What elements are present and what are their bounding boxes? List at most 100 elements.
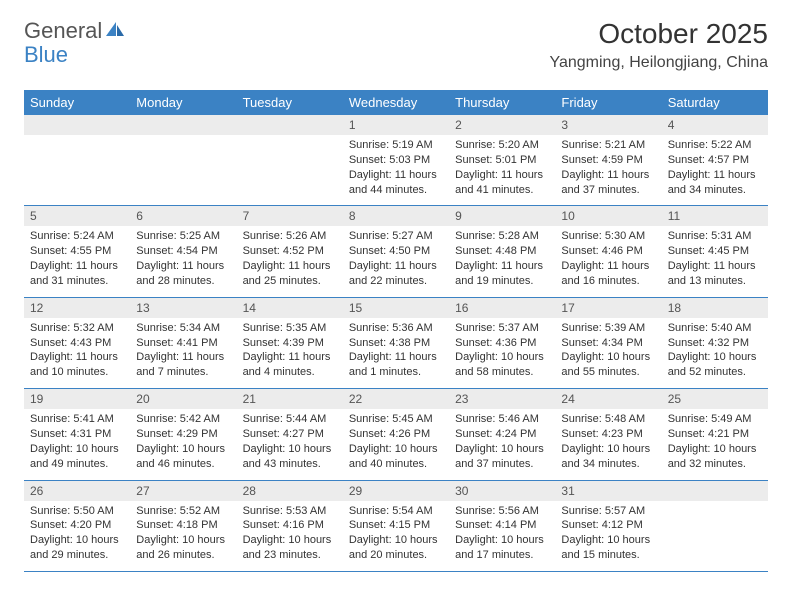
calendar: Sunday Monday Tuesday Wednesday Thursday… <box>24 90 768 572</box>
day-cell: 15Sunrise: 5:36 AMSunset: 4:38 PMDayligh… <box>343 297 449 388</box>
day-info: Sunrise: 5:56 AMSunset: 4:14 PMDaylight:… <box>449 501 555 571</box>
week-row: 12Sunrise: 5:32 AMSunset: 4:43 PMDayligh… <box>24 297 768 388</box>
week-row: 26Sunrise: 5:50 AMSunset: 4:20 PMDayligh… <box>24 480 768 571</box>
day-number-empty <box>130 115 236 135</box>
day-number: 4 <box>662 115 768 135</box>
day-number: 3 <box>555 115 661 135</box>
day-info: Sunrise: 5:44 AMSunset: 4:27 PMDaylight:… <box>237 409 343 479</box>
month-title: October 2025 <box>549 18 768 50</box>
day-info: Sunrise: 5:26 AMSunset: 4:52 PMDaylight:… <box>237 226 343 296</box>
day-cell: 1Sunrise: 5:19 AMSunset: 5:03 PMDaylight… <box>343 115 449 206</box>
day-cell: 13Sunrise: 5:34 AMSunset: 4:41 PMDayligh… <box>130 297 236 388</box>
title-block: October 2025 Yangming, Heilongjiang, Chi… <box>549 18 768 72</box>
day-info: Sunrise: 5:21 AMSunset: 4:59 PMDaylight:… <box>555 135 661 205</box>
day-cell: 3Sunrise: 5:21 AMSunset: 4:59 PMDaylight… <box>555 115 661 206</box>
day-number: 20 <box>130 389 236 409</box>
day-info: Sunrise: 5:54 AMSunset: 4:15 PMDaylight:… <box>343 501 449 571</box>
day-cell: 7Sunrise: 5:26 AMSunset: 4:52 PMDaylight… <box>237 206 343 297</box>
day-info: Sunrise: 5:20 AMSunset: 5:01 PMDaylight:… <box>449 135 555 205</box>
day-number: 27 <box>130 481 236 501</box>
day-info: Sunrise: 5:25 AMSunset: 4:54 PMDaylight:… <box>130 226 236 296</box>
day-info-empty <box>130 135 236 183</box>
day-cell: 17Sunrise: 5:39 AMSunset: 4:34 PMDayligh… <box>555 297 661 388</box>
day-cell: 19Sunrise: 5:41 AMSunset: 4:31 PMDayligh… <box>24 389 130 480</box>
day-info: Sunrise: 5:22 AMSunset: 4:57 PMDaylight:… <box>662 135 768 205</box>
day-info: Sunrise: 5:50 AMSunset: 4:20 PMDaylight:… <box>24 501 130 571</box>
day-cell: 11Sunrise: 5:31 AMSunset: 4:45 PMDayligh… <box>662 206 768 297</box>
day-number: 5 <box>24 206 130 226</box>
day-number: 25 <box>662 389 768 409</box>
day-cell: 21Sunrise: 5:44 AMSunset: 4:27 PMDayligh… <box>237 389 343 480</box>
day-info: Sunrise: 5:31 AMSunset: 4:45 PMDaylight:… <box>662 226 768 296</box>
day-number: 11 <box>662 206 768 226</box>
day-number: 16 <box>449 298 555 318</box>
day-cell: 5Sunrise: 5:24 AMSunset: 4:55 PMDaylight… <box>24 206 130 297</box>
day-cell: 10Sunrise: 5:30 AMSunset: 4:46 PMDayligh… <box>555 206 661 297</box>
day-info: Sunrise: 5:36 AMSunset: 4:38 PMDaylight:… <box>343 318 449 388</box>
day-number: 2 <box>449 115 555 135</box>
day-number: 24 <box>555 389 661 409</box>
day-info: Sunrise: 5:27 AMSunset: 4:50 PMDaylight:… <box>343 226 449 296</box>
day-number: 6 <box>130 206 236 226</box>
day-info: Sunrise: 5:30 AMSunset: 4:46 PMDaylight:… <box>555 226 661 296</box>
logo-text-general: General <box>24 18 102 44</box>
day-number: 22 <box>343 389 449 409</box>
day-number-empty <box>662 481 768 501</box>
day-cell: 4Sunrise: 5:22 AMSunset: 4:57 PMDaylight… <box>662 115 768 206</box>
day-cell: 16Sunrise: 5:37 AMSunset: 4:36 PMDayligh… <box>449 297 555 388</box>
week-row: 5Sunrise: 5:24 AMSunset: 4:55 PMDaylight… <box>24 206 768 297</box>
day-number: 26 <box>24 481 130 501</box>
day-cell <box>130 115 236 206</box>
day-info: Sunrise: 5:39 AMSunset: 4:34 PMDaylight:… <box>555 318 661 388</box>
day-cell: 18Sunrise: 5:40 AMSunset: 4:32 PMDayligh… <box>662 297 768 388</box>
day-info: Sunrise: 5:40 AMSunset: 4:32 PMDaylight:… <box>662 318 768 388</box>
day-cell: 27Sunrise: 5:52 AMSunset: 4:18 PMDayligh… <box>130 480 236 571</box>
day-cell: 29Sunrise: 5:54 AMSunset: 4:15 PMDayligh… <box>343 480 449 571</box>
day-cell: 30Sunrise: 5:56 AMSunset: 4:14 PMDayligh… <box>449 480 555 571</box>
logo-text-blue: Blue <box>24 42 68 68</box>
day-info: Sunrise: 5:34 AMSunset: 4:41 PMDaylight:… <box>130 318 236 388</box>
day-info: Sunrise: 5:28 AMSunset: 4:48 PMDaylight:… <box>449 226 555 296</box>
day-info: Sunrise: 5:35 AMSunset: 4:39 PMDaylight:… <box>237 318 343 388</box>
day-header: Thursday <box>449 90 555 115</box>
day-number: 21 <box>237 389 343 409</box>
header: General October 2025 Yangming, Heilongji… <box>24 18 768 72</box>
day-header: Sunday <box>24 90 130 115</box>
day-number: 18 <box>662 298 768 318</box>
day-header: Tuesday <box>237 90 343 115</box>
day-cell: 12Sunrise: 5:32 AMSunset: 4:43 PMDayligh… <box>24 297 130 388</box>
day-cell: 28Sunrise: 5:53 AMSunset: 4:16 PMDayligh… <box>237 480 343 571</box>
week-row: 1Sunrise: 5:19 AMSunset: 5:03 PMDaylight… <box>24 115 768 206</box>
day-number-empty <box>237 115 343 135</box>
day-info: Sunrise: 5:53 AMSunset: 4:16 PMDaylight:… <box>237 501 343 571</box>
day-header-row: Sunday Monday Tuesday Wednesday Thursday… <box>24 90 768 115</box>
day-number: 14 <box>237 298 343 318</box>
week-row: 19Sunrise: 5:41 AMSunset: 4:31 PMDayligh… <box>24 389 768 480</box>
day-info: Sunrise: 5:48 AMSunset: 4:23 PMDaylight:… <box>555 409 661 479</box>
day-number: 28 <box>237 481 343 501</box>
day-number: 12 <box>24 298 130 318</box>
day-number: 13 <box>130 298 236 318</box>
day-header: Wednesday <box>343 90 449 115</box>
day-number: 10 <box>555 206 661 226</box>
day-info: Sunrise: 5:57 AMSunset: 4:12 PMDaylight:… <box>555 501 661 571</box>
day-info: Sunrise: 5:32 AMSunset: 4:43 PMDaylight:… <box>24 318 130 388</box>
day-info: Sunrise: 5:42 AMSunset: 4:29 PMDaylight:… <box>130 409 236 479</box>
day-info: Sunrise: 5:49 AMSunset: 4:21 PMDaylight:… <box>662 409 768 479</box>
day-number: 31 <box>555 481 661 501</box>
day-number: 8 <box>343 206 449 226</box>
day-number: 9 <box>449 206 555 226</box>
day-number-empty <box>24 115 130 135</box>
day-cell: 6Sunrise: 5:25 AMSunset: 4:54 PMDaylight… <box>130 206 236 297</box>
day-cell: 14Sunrise: 5:35 AMSunset: 4:39 PMDayligh… <box>237 297 343 388</box>
day-cell: 23Sunrise: 5:46 AMSunset: 4:24 PMDayligh… <box>449 389 555 480</box>
day-info: Sunrise: 5:37 AMSunset: 4:36 PMDaylight:… <box>449 318 555 388</box>
day-info-empty <box>237 135 343 183</box>
day-header: Friday <box>555 90 661 115</box>
day-number: 23 <box>449 389 555 409</box>
day-cell: 24Sunrise: 5:48 AMSunset: 4:23 PMDayligh… <box>555 389 661 480</box>
calendar-body: 1Sunrise: 5:19 AMSunset: 5:03 PMDaylight… <box>24 115 768 571</box>
day-cell: 2Sunrise: 5:20 AMSunset: 5:01 PMDaylight… <box>449 115 555 206</box>
day-cell: 25Sunrise: 5:49 AMSunset: 4:21 PMDayligh… <box>662 389 768 480</box>
day-info-empty <box>662 501 768 549</box>
